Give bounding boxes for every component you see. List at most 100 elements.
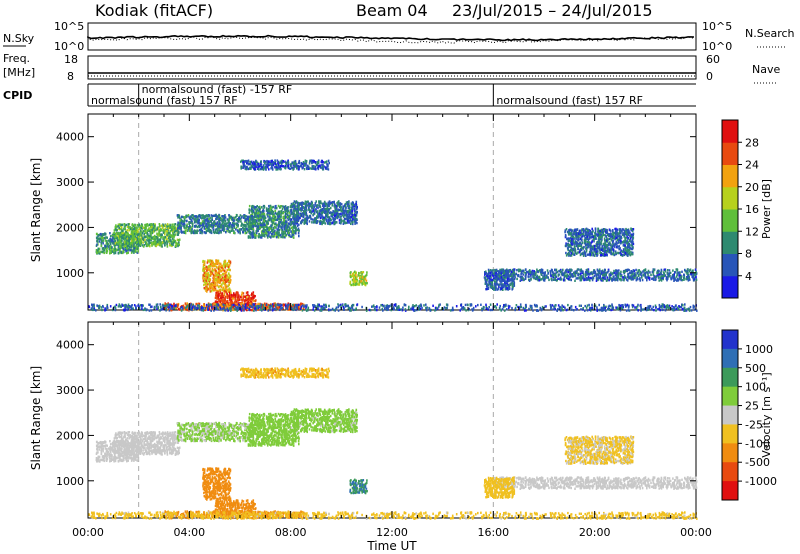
velocity-colorbar-segment [722, 481, 738, 501]
velocity-echo-region [290, 408, 358, 434]
time-tick-label: 12:00 [376, 526, 408, 539]
power-echo-region [290, 200, 358, 226]
power-colorbar-segment [722, 186, 738, 210]
nsky-tick-bottom: 10^0 [54, 40, 84, 53]
power-echo-region [483, 268, 516, 291]
power-ytick-label: 4000 [56, 131, 84, 144]
time-tick-label: 00:00 [680, 526, 712, 539]
power-echo-region [176, 213, 255, 235]
power-colorbar-segment [722, 164, 738, 188]
time-tick-label: 20:00 [579, 526, 611, 539]
velocity-colorbar-label: -500 [745, 456, 770, 469]
power-colorbar-label: 28 [745, 136, 759, 149]
power-ytick-label: 3000 [56, 176, 84, 189]
time-tick-label: 00:00 [72, 526, 104, 539]
velocity-echo-region [493, 476, 698, 490]
cpid-entry: normalsound (fast) 157 RF [91, 94, 238, 107]
nsearch-tick-top: 10^5 [702, 20, 732, 33]
velocity-colorbar-label: 500 [745, 362, 766, 375]
velocity-colorbar-segment [722, 330, 738, 350]
velocity-colorbar-label: 100 [745, 381, 766, 394]
velocity-ytick-label: 4000 [56, 339, 84, 352]
velocity-ytick-label: 1000 [56, 475, 84, 488]
velocity-echo-region [564, 435, 635, 465]
power-colorbar-segment [722, 209, 738, 232]
velocity-colorbar-segment [722, 424, 738, 444]
power-echo-region [88, 303, 698, 312]
velocity-ytick-label: 3000 [56, 384, 84, 397]
power-echo-region [202, 259, 232, 294]
power-echo-region [247, 204, 300, 239]
power-frame [87, 113, 697, 311]
power-colorbar-label: 12 [745, 225, 759, 238]
freq-unit: [MHz] [3, 66, 35, 79]
power-panel: 1000 2000 3000 4000 [56, 113, 698, 312]
velocity-colorbar-segment [722, 462, 738, 482]
date-range: 23/Jul/2015 – 24/Jul/2015 [452, 1, 653, 20]
velocity-colorbar-segment [722, 386, 738, 407]
power-ylabel: Slant Range [km] [29, 158, 43, 262]
time-tick-label: 04:00 [173, 526, 205, 539]
nave-tick-bottom: 0 [706, 70, 713, 83]
velocity-colorbar-label: -1000 [745, 475, 777, 488]
time-xlabel: Time UT [366, 539, 417, 553]
power-ytick-label: 1000 [56, 267, 84, 280]
nsearch-trace [87, 36, 695, 44]
power-echo-region [113, 223, 181, 248]
nave-tick-top: 60 [706, 53, 720, 66]
power-colorbar: 4 8 12 16 20 24 28 Power [dB] [721, 119, 773, 299]
time-tick-labels: 00:00 04:00 08:00 12:00 16:00 20:00 00:00 [72, 526, 712, 539]
freq-tick-top: 18 [64, 53, 78, 66]
velocity-colorbar: 1000 500 100 25 -25 -100 -500 -1000 Velocity [m … [721, 329, 777, 501]
power-echo-region [349, 270, 368, 287]
power-colorbar-title: Power [dB] [760, 179, 773, 239]
velocity-colorbar-segment [722, 367, 738, 388]
power-echo-region [564, 227, 635, 257]
velocity-colorbar-segment [722, 348, 738, 369]
cpid-label: CPID [3, 89, 32, 102]
velocity-colorbar-frame [721, 329, 739, 501]
power-colorbar-label: 16 [745, 203, 759, 216]
cpid-entry: normalsound (fast) -157 RF [142, 83, 293, 96]
power-colorbar-segment [722, 120, 738, 143]
velocity-colorbar-segment [722, 443, 738, 463]
nsearch-tick-bottom: 10^0 [702, 40, 732, 53]
velocity-ylabel: Slant Range [km] [29, 366, 43, 470]
velocity-echo-region [176, 421, 255, 443]
freq-tick-bottom: 8 [67, 70, 74, 83]
nave-label: Nave [752, 63, 780, 76]
power-colorbar-label: 20 [745, 181, 759, 194]
freq-label: Freq. [3, 52, 30, 65]
time-tick-label: 16:00 [477, 526, 509, 539]
power-colorbar-label: 4 [745, 270, 752, 283]
beam-label: Beam 04 [356, 1, 428, 20]
nsky-label: N.Sky [3, 32, 35, 45]
velocity-colorbar-label: -100 [745, 437, 770, 450]
velocity-ytick-label: 2000 [56, 429, 84, 442]
velocity-colorbar-label: 25 [745, 400, 759, 413]
station-title: Kodiak (fitACF) [95, 1, 213, 20]
cpid-entry: normalsound (fast) 157 RF [496, 94, 643, 107]
velocity-colorbar-segment [722, 405, 738, 425]
velocity-echo-region [113, 431, 181, 456]
nsky-trace [87, 34, 695, 42]
power-ytick-label: 2000 [56, 221, 84, 234]
power-colorbar-label: 24 [745, 159, 759, 172]
velocity-echo-region [88, 511, 698, 520]
nsky-tick-top: 10^5 [54, 20, 84, 33]
velocity-colorbar-label: 1000 [745, 343, 773, 356]
power-colorbar-segment [722, 275, 738, 299]
velocity-echo-region [483, 476, 516, 499]
velocity-echo-region [240, 367, 330, 379]
velocity-echo-region [349, 478, 368, 495]
velocity-panel: 1000 2000 3000 4000 [56, 321, 698, 520]
velocity-frame [87, 321, 697, 519]
velocity-colorbar-label: -25 [745, 418, 763, 431]
power-colorbar-segment [722, 142, 738, 165]
power-echo-region [240, 159, 330, 171]
time-tick-label: 08:00 [275, 526, 307, 539]
power-colorbar-segment [722, 253, 738, 277]
velocity-echo-region [202, 467, 232, 502]
